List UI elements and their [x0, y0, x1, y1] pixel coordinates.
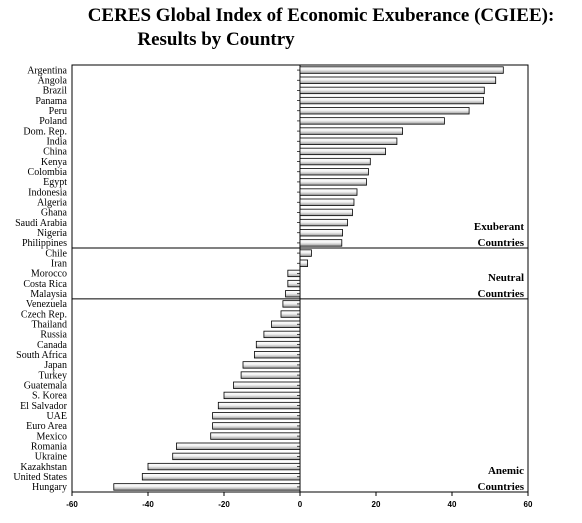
bar	[299, 188, 358, 196]
bar	[299, 229, 343, 237]
bar	[299, 127, 403, 135]
chart-title: CERES Global Index of Economic Exuberanc…	[0, 4, 582, 52]
group-label-line-1: Neutral	[488, 272, 524, 284]
bar	[271, 320, 301, 328]
bar	[299, 107, 470, 115]
bar	[242, 361, 301, 369]
bar	[299, 208, 353, 217]
category-label: Chile	[45, 248, 67, 259]
bar	[233, 381, 301, 389]
category-label: Indonesia	[28, 187, 67, 198]
bar	[299, 157, 371, 166]
category-label: Thailand	[31, 320, 67, 331]
bar	[299, 239, 343, 247]
category-label: Panama	[35, 96, 67, 107]
category-label: Guatemala	[24, 381, 68, 392]
category-label: Morocco	[31, 269, 67, 280]
bar	[176, 442, 301, 450]
bar	[263, 330, 301, 339]
category-label: Saudi Arabia	[15, 218, 67, 229]
category-label: Czech Rep.	[21, 309, 67, 320]
category-label: Nigeria	[37, 228, 68, 239]
bar	[299, 137, 398, 145]
category-label: Poland	[39, 116, 67, 127]
category-label: Algeria	[37, 198, 68, 209]
group-label-line-1: Exuberant	[474, 221, 524, 233]
chart-title-line-1: CERES Global Index of Economic Exuberanc…	[87, 5, 555, 26]
bar	[299, 76, 497, 84]
category-label: Kazakhstan	[20, 462, 67, 473]
category-label: Romania	[31, 442, 68, 453]
x-tick-label: -60	[66, 500, 78, 509]
category-label: Argentina	[27, 65, 67, 76]
category-label: Hungary	[32, 482, 67, 493]
category-label: S. Korea	[32, 391, 68, 402]
group-label-line-2: Countries	[478, 288, 525, 300]
category-label: Russia	[40, 330, 67, 341]
category-label: Iran	[51, 259, 67, 270]
bar	[223, 391, 301, 400]
x-tick-label: 40	[448, 500, 457, 509]
bar	[299, 168, 369, 176]
category-label: Venezuela	[26, 299, 68, 310]
category-label: Ukraine	[35, 452, 68, 463]
bar	[240, 371, 301, 379]
category-label: El Salvador	[20, 401, 68, 412]
x-tick-label: 0	[298, 500, 303, 509]
category-label: Peru	[49, 106, 67, 117]
group-label-line-2: Countries	[478, 481, 525, 493]
bar	[299, 218, 348, 227]
category-label: Japan	[44, 360, 67, 371]
chart-title-line-2: Results by Country	[137, 29, 295, 50]
x-tick-label: 20	[372, 500, 381, 509]
bar	[299, 198, 355, 206]
bar	[217, 401, 301, 410]
bar	[141, 473, 301, 481]
category-label: UAE	[46, 411, 67, 422]
category-label: Kenya	[41, 157, 68, 168]
x-tick-label: -20	[218, 500, 230, 509]
bar	[253, 351, 301, 359]
category-label: Brazil	[43, 86, 68, 97]
bar	[299, 249, 312, 257]
category-label: Philippines	[22, 238, 67, 249]
group-label-line-2: Countries	[478, 237, 525, 249]
category-label: Malaysia	[30, 289, 67, 300]
category-label: India	[46, 137, 67, 148]
category-label: Angola	[38, 76, 68, 87]
bar	[299, 86, 485, 95]
category-label: Euro Area	[26, 421, 67, 432]
bar	[299, 178, 367, 186]
category-label: China	[43, 147, 67, 158]
bar	[212, 422, 301, 430]
category-label: United States	[13, 472, 67, 483]
bar	[299, 66, 504, 74]
bar	[299, 117, 445, 125]
category-label: Dom. Rep.	[23, 126, 67, 137]
bar	[299, 147, 386, 156]
x-tick-label: -40	[142, 500, 154, 509]
category-label: South Africa	[16, 350, 67, 361]
category-label: Mexico	[36, 431, 67, 442]
bar	[299, 259, 308, 267]
category-label: Turkey	[38, 370, 67, 381]
bar	[299, 96, 484, 105]
bar	[212, 412, 301, 420]
category-label: Canada	[37, 340, 68, 351]
category-label: Egypt	[43, 177, 67, 188]
category-label: Ghana	[41, 208, 68, 219]
bar	[255, 340, 301, 349]
x-tick-label: 60	[524, 500, 533, 509]
category-label: Costa Rica	[23, 279, 67, 290]
category-label: Colombia	[28, 167, 68, 178]
bar	[210, 432, 301, 440]
bar	[113, 483, 301, 491]
group-label-line-1: Anemic	[488, 465, 524, 477]
bar	[147, 462, 301, 471]
bar	[172, 452, 301, 461]
